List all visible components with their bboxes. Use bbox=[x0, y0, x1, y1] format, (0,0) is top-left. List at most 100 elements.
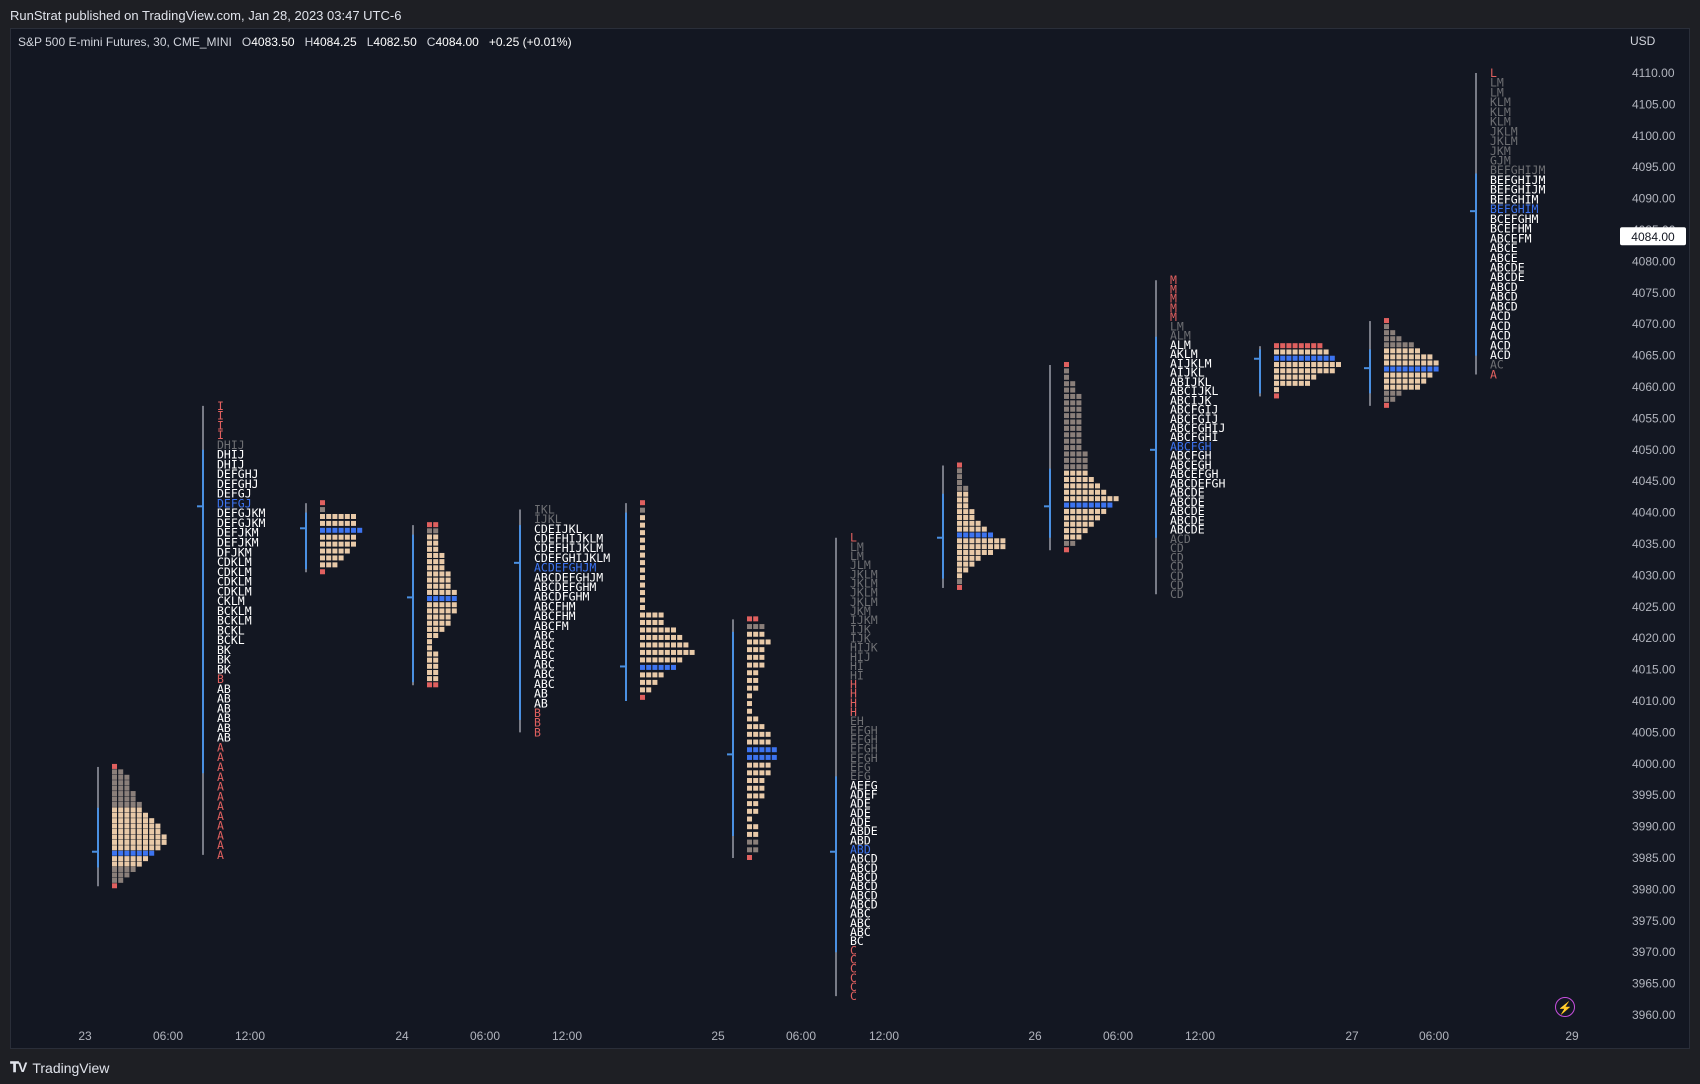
tpo-letter-row: H bbox=[850, 677, 857, 691]
tpo-box bbox=[433, 589, 439, 595]
tpo-box bbox=[753, 624, 759, 630]
tpo-letter-row: A bbox=[1490, 367, 1497, 381]
tradingview-logo-icon: 𝐓V bbox=[10, 1059, 27, 1075]
tpo-letter-row: ABCFHM bbox=[534, 609, 576, 623]
tpo-box bbox=[118, 774, 124, 780]
tpo-box bbox=[975, 544, 981, 550]
tpo-box bbox=[658, 657, 664, 663]
tpo-letter-row: AB bbox=[217, 692, 231, 706]
tpo-box bbox=[753, 639, 759, 645]
tpo-box bbox=[1076, 393, 1082, 399]
tpo-box bbox=[427, 577, 432, 583]
tpo-letter-row: ABCDEFGH bbox=[1170, 476, 1225, 490]
tpo-box bbox=[753, 685, 759, 691]
tpo-box bbox=[1292, 349, 1298, 355]
tpo-box bbox=[640, 597, 645, 603]
tpo-box bbox=[439, 559, 445, 565]
tpo-box bbox=[320, 562, 325, 568]
tpo-letter-row: ABCDE bbox=[1490, 260, 1525, 274]
last-price-tag bbox=[1620, 227, 1686, 246]
tpo-letter-row: C bbox=[850, 952, 857, 966]
tpo-box bbox=[124, 791, 130, 797]
tpo-box bbox=[320, 500, 325, 506]
tpo-letter-row: B bbox=[217, 672, 224, 686]
tpo-box bbox=[112, 883, 117, 889]
tpo-letter-row: BK bbox=[217, 643, 231, 657]
symbol-name[interactable]: S&P 500 E-mini Futures, 30, CME_MINI bbox=[18, 35, 232, 49]
tpo-box bbox=[112, 839, 117, 845]
tpo-box bbox=[969, 544, 975, 550]
tpo-box bbox=[439, 596, 445, 602]
tpo-letter-row: ABCD bbox=[1490, 299, 1518, 313]
session-profile-5: IKLIJKLCDEIJKLCDEFHIJKLMCDEFHIJKLMCDEFGH… bbox=[514, 502, 610, 739]
tpo-box bbox=[1076, 515, 1082, 521]
y-tick-label: 4090.00 bbox=[1632, 192, 1676, 206]
tpo-box bbox=[658, 672, 664, 678]
currency-label[interactable]: USD bbox=[1630, 34, 1656, 48]
tpo-box bbox=[1329, 368, 1335, 374]
tpo-letter-row: BEFGHIJM bbox=[1490, 183, 1545, 197]
tpo-box bbox=[112, 785, 117, 791]
tpo-letter-row: ABDE bbox=[850, 824, 878, 838]
tpo-box bbox=[118, 866, 124, 872]
tpo-letter-row: LM bbox=[1490, 85, 1504, 99]
tpo-box bbox=[320, 507, 325, 513]
tpo-box bbox=[753, 778, 759, 784]
tpo-box bbox=[1408, 378, 1414, 384]
tpo-box bbox=[671, 634, 676, 640]
tpo-box bbox=[771, 754, 777, 760]
tpo-box bbox=[969, 555, 975, 561]
tpo-box bbox=[1070, 489, 1076, 495]
tpo-letter-row: ABCD bbox=[850, 879, 878, 893]
tpo-letter-row: EFGH bbox=[850, 732, 878, 746]
tpo-box bbox=[963, 509, 969, 515]
session-profile-10 bbox=[1044, 362, 1119, 553]
tpo-box bbox=[1076, 489, 1082, 495]
tpo-letter-row: KLM bbox=[1490, 105, 1511, 119]
tpo-box bbox=[1064, 521, 1069, 527]
brand-footer[interactable]: 𝐓V TradingView bbox=[10, 1059, 109, 1076]
tpo-box bbox=[1396, 378, 1402, 384]
tpo-letter-row: LM bbox=[1170, 319, 1184, 333]
tpo-letter-row: DEFGJ bbox=[217, 496, 252, 510]
y-tick-label: 4035.00 bbox=[1632, 537, 1676, 551]
tpo-letter-row: BK bbox=[217, 653, 231, 667]
tpo-box bbox=[1101, 496, 1107, 502]
tpo-box bbox=[1064, 432, 1069, 438]
tpo-box bbox=[957, 474, 962, 480]
chart-frame[interactable] bbox=[10, 28, 1690, 1049]
tpo-box bbox=[1082, 515, 1088, 521]
tpo-letter-row: BEFGHIM bbox=[1490, 192, 1539, 206]
x-tick-label: 06:00 bbox=[1103, 1029, 1133, 1043]
tpo-box bbox=[1415, 360, 1420, 366]
tpo-letter-row: KLM bbox=[1490, 115, 1511, 129]
tpo-box bbox=[439, 602, 445, 608]
tpo-box bbox=[988, 549, 993, 555]
tpo-box bbox=[118, 812, 124, 818]
tpo-box bbox=[1274, 343, 1279, 349]
tpo-box bbox=[975, 549, 981, 555]
tpo-box bbox=[988, 532, 993, 538]
symbol-legend[interactable]: S&P 500 E-mini Futures, 30, CME_MINI O40… bbox=[18, 35, 572, 49]
tpo-letter-row: CDEFHIJKLM bbox=[534, 532, 603, 546]
tpo-box bbox=[433, 602, 439, 608]
alert-bolt-icon[interactable]: ⚡ bbox=[1555, 997, 1575, 1017]
tpo-letter-row: ABCFGHIJ bbox=[1170, 421, 1225, 435]
tpo-letter-row: ABC bbox=[534, 677, 555, 691]
tpo-box bbox=[664, 657, 670, 663]
tpo-box bbox=[445, 602, 451, 608]
session-profile-11: MMMMMLMALMALMAKLMAIJKLMAIJKLABIJKLABCIJK… bbox=[1150, 273, 1225, 601]
tpo-letter-row: BEFGHIM bbox=[1490, 202, 1539, 216]
tpo-box bbox=[1323, 362, 1329, 368]
tpo-box bbox=[1082, 496, 1088, 502]
open-value: 4083.50 bbox=[251, 35, 295, 49]
tpo-box bbox=[957, 468, 962, 474]
tpo-letter-row: ABCEFGH bbox=[1170, 467, 1219, 481]
tpo-box bbox=[963, 485, 969, 491]
tpo-box bbox=[1076, 432, 1082, 438]
tpo-box bbox=[118, 834, 124, 840]
tpo-letter-row: CDKLM bbox=[217, 584, 252, 598]
tpo-box bbox=[1064, 381, 1069, 387]
tpo-box bbox=[1082, 457, 1088, 463]
